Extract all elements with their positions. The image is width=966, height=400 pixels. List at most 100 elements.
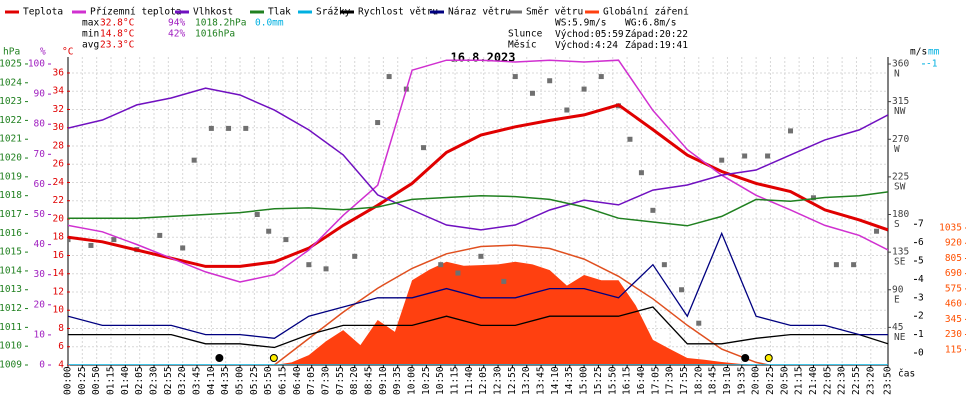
y-tick-label: 70 [34, 149, 46, 160]
x-tick-label: 07:55 [335, 366, 346, 395]
y-tick-label: 28 [53, 140, 65, 151]
legend-label: Teplota [23, 7, 63, 18]
direction-point [512, 74, 518, 80]
y-tick-label: 1016 [0, 228, 22, 239]
y-tick-label: 32 [53, 104, 64, 115]
stat-text: 32.8°C [100, 18, 134, 29]
x-tick-label: 19:35 [736, 366, 747, 395]
y-tick-label: 50 [34, 209, 46, 220]
y-tick-label: 315 [892, 96, 909, 107]
x-tick-label: 20:50 [779, 366, 790, 395]
y-tick-label: 7 [918, 219, 924, 230]
x-tick-label: 02:05 [134, 366, 145, 395]
stat-text: 23.3°C [100, 40, 134, 51]
wind-stat: WS:5.9m/s [555, 18, 606, 29]
y-tick-label: 6 [58, 341, 64, 352]
x-tick-label: 18:20 [693, 366, 704, 395]
direction-point [547, 78, 553, 84]
x-tick-label: 04:10 [206, 366, 217, 395]
y-tick-label: 1013 [0, 284, 22, 295]
y-tick-label: 34 [53, 86, 65, 97]
axis-title: m/s [910, 47, 927, 58]
y-tick-label: 1012 [0, 303, 22, 314]
direction-point [386, 74, 392, 80]
x-tick-label: 20:25 [765, 366, 776, 395]
x-tick-label: 22:05 [822, 366, 833, 395]
x-tick-label: 21:15 [794, 366, 805, 395]
y-tick-label: 1014 [0, 265, 22, 276]
x-tick-label: 22:30 [837, 366, 848, 395]
direction-point [581, 86, 587, 92]
legend-label: Tlak [268, 7, 291, 18]
x-tick-label: 17:30 [665, 366, 676, 395]
y-tick-name: NW [894, 106, 906, 117]
y-tick-label: 805 [945, 253, 962, 264]
y-tick-label: 4 [58, 360, 64, 371]
legend-label: Náraz větru [448, 7, 511, 18]
y-tick-name: E [894, 294, 900, 305]
legend-label: Vlhkost [193, 7, 233, 18]
rise-label: Východ: [555, 29, 595, 40]
y-tick-label: 225 [892, 171, 909, 182]
y-tick-label: 1025 [0, 58, 22, 69]
y-tick-label: 1019 [0, 171, 22, 182]
direction-point [679, 287, 685, 293]
x-tick-label: 05:50 [263, 366, 274, 395]
x-tick-label: 17:05 [650, 366, 661, 395]
stat-text: 42% [168, 29, 185, 40]
x-tick-label: 13:45 [536, 366, 547, 395]
stat-text: 14.8°C [100, 29, 134, 40]
y-tick-label: 12 [53, 286, 64, 297]
x-tick-label: 07:30 [321, 366, 332, 395]
rise-time: 05:59 [595, 29, 624, 40]
x-tick-label: 18:45 [708, 366, 719, 395]
set-label: Západ: [625, 29, 659, 40]
y-tick-label: 2 [918, 311, 924, 322]
direction-point [375, 120, 381, 126]
y-tick-label: 10 [34, 329, 46, 340]
y-tick-name: NE [894, 332, 906, 343]
y-tick-label: 22 [53, 195, 64, 206]
x-tick-label: 05:25 [249, 366, 260, 395]
x-tick-label: 12:05 [478, 366, 489, 395]
y-tick-label: 20 [53, 213, 65, 224]
x-tick-label: 15:50 [607, 366, 618, 395]
x-tick-label: 15:00 [579, 366, 590, 395]
x-tick-label: 10:50 [435, 366, 446, 395]
y-tick-label: 1 [918, 329, 924, 340]
direction-point [650, 207, 656, 213]
direction-point [352, 253, 358, 259]
direction-point [226, 125, 232, 131]
legend-label: Přízemní teplota [90, 7, 182, 18]
axis-title: % [40, 47, 46, 58]
sun-rise: Východ:05:59 [555, 29, 624, 40]
series-line [68, 103, 888, 268]
x-tick-label: 03:20 [177, 366, 188, 395]
y-tick-name: S [894, 219, 900, 230]
y-tick-label: 10 [53, 305, 65, 316]
y-tick-label: 8 [58, 323, 64, 334]
x-tick-label: 21:40 [808, 366, 819, 395]
y-tick-label: 1024 [0, 77, 22, 88]
y-tick-label: 690 [945, 268, 962, 279]
x-tick-label: 05:00 [235, 366, 246, 395]
x-tick-label: 23:20 [865, 366, 876, 395]
y-tick-name: SE [894, 257, 906, 268]
y-tick-label: 18 [53, 232, 65, 243]
y-tick-label: 24 [53, 177, 65, 188]
y-tick-label: 1011 [0, 322, 22, 333]
direction-point [788, 128, 794, 134]
direction-point [627, 136, 633, 142]
y-tick-label: 20 [34, 299, 46, 310]
direction-point [88, 242, 94, 248]
legend-label: Globální záření [603, 7, 689, 18]
direction-point [529, 90, 535, 96]
x-tick-label: 02:30 [149, 366, 160, 395]
direction-point [254, 212, 260, 218]
y-tick-label: 80 [34, 119, 46, 130]
chart-title: 16.8.2023 [450, 51, 515, 65]
direction-point [742, 153, 748, 159]
direction-point [283, 237, 289, 243]
plot [68, 59, 888, 365]
y-tick-label: 30 [53, 122, 65, 133]
